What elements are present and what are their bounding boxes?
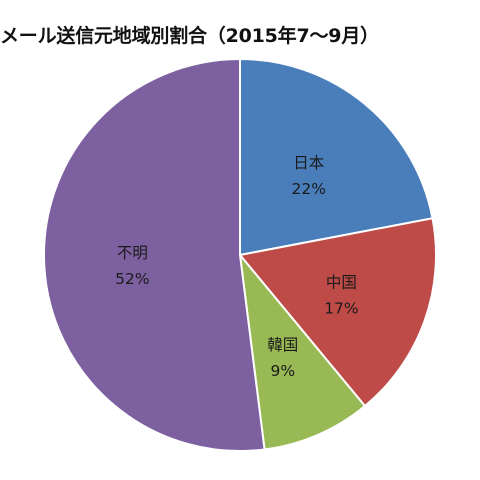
slice-percent-label-japan: 22% <box>291 180 325 198</box>
slice-name-label-china: 中国 <box>326 274 357 292</box>
slice-percent-label-unknown: 52% <box>115 270 149 288</box>
pie-slice-korea <box>238 251 367 451</box>
pie-slice-unknown <box>43 57 266 452</box>
slice-name-label-japan: 日本 <box>293 154 324 172</box>
pie-slice-japan <box>239 57 434 257</box>
pie-slice-china <box>238 217 437 408</box>
slice-name-label-unknown: 不明 <box>117 244 148 262</box>
slice-percent-label-korea: 9% <box>271 362 296 380</box>
slice-name-label-korea: 韓国 <box>267 336 298 354</box>
slice-percent-label-china: 17% <box>324 300 358 318</box>
chart-title: メール送信元地域別割合（2015年7〜9月） <box>0 25 379 47</box>
